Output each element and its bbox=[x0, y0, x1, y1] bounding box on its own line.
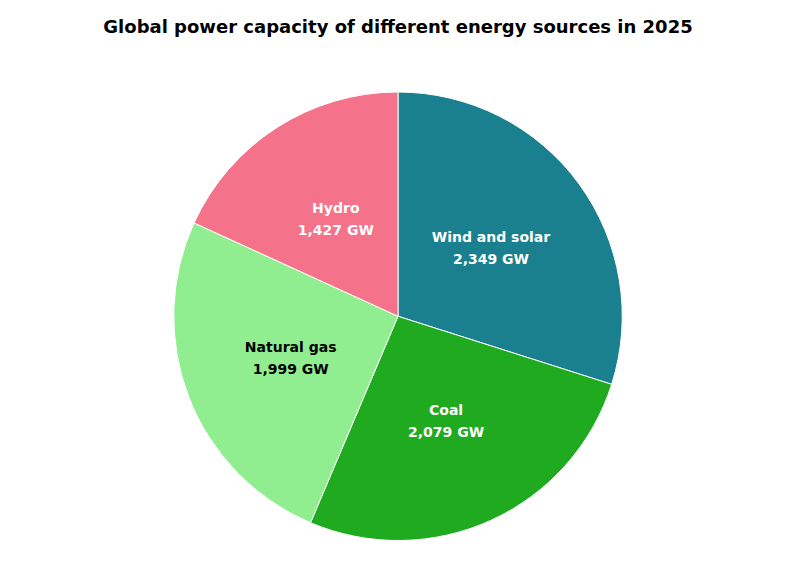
svg-text:Global power capacity of diffe: Global power capacity of different energ… bbox=[103, 16, 692, 37]
svg-text:Hydro: Hydro bbox=[312, 200, 360, 216]
svg-text:1,427 GW: 1,427 GW bbox=[298, 222, 374, 238]
svg-text:Natural gas: Natural gas bbox=[245, 339, 337, 355]
svg-text:2,079 GW: 2,079 GW bbox=[408, 424, 484, 440]
svg-text:Coal: Coal bbox=[429, 402, 463, 418]
svg-text:1,999 GW: 1,999 GW bbox=[253, 361, 329, 377]
svg-text:2,349 GW: 2,349 GW bbox=[453, 251, 529, 267]
svg-text:Wind and solar: Wind and solar bbox=[432, 229, 551, 245]
